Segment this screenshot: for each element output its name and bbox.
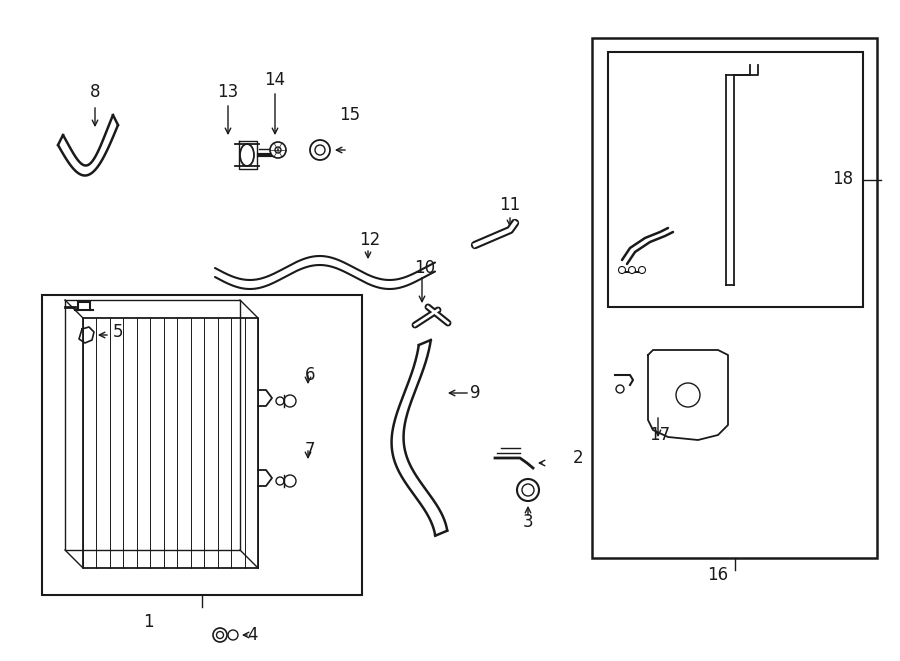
Text: 3: 3 — [523, 513, 534, 531]
Circle shape — [310, 140, 330, 160]
Circle shape — [517, 479, 539, 501]
Text: 8: 8 — [90, 83, 100, 101]
Circle shape — [628, 266, 635, 274]
Text: 17: 17 — [650, 426, 670, 444]
Circle shape — [618, 266, 626, 274]
Text: 2: 2 — [572, 449, 583, 467]
Bar — [42, 295, 362, 595]
Text: 6: 6 — [305, 366, 315, 384]
Text: 1: 1 — [143, 613, 153, 631]
Circle shape — [276, 397, 284, 405]
Circle shape — [315, 145, 325, 155]
Text: 7: 7 — [305, 441, 315, 459]
Bar — [608, 52, 863, 307]
Text: 4: 4 — [247, 626, 257, 644]
Circle shape — [213, 628, 227, 642]
Text: 12: 12 — [359, 231, 381, 249]
Circle shape — [217, 631, 223, 639]
Text: 5: 5 — [112, 323, 123, 341]
Circle shape — [522, 484, 534, 496]
Bar — [592, 38, 877, 558]
Ellipse shape — [240, 144, 254, 166]
Text: 10: 10 — [414, 259, 436, 277]
Text: 18: 18 — [832, 171, 853, 188]
Circle shape — [270, 142, 286, 158]
Circle shape — [275, 147, 281, 153]
Text: 16: 16 — [707, 566, 729, 584]
Text: 11: 11 — [500, 196, 520, 214]
Text: 13: 13 — [218, 83, 238, 101]
Circle shape — [228, 630, 238, 640]
Circle shape — [276, 477, 284, 485]
Text: 14: 14 — [265, 71, 285, 89]
Circle shape — [284, 395, 296, 407]
Circle shape — [638, 266, 645, 274]
Circle shape — [676, 383, 700, 407]
Circle shape — [616, 385, 624, 393]
Circle shape — [284, 475, 296, 487]
Text: 15: 15 — [339, 106, 361, 124]
Text: 9: 9 — [470, 384, 481, 402]
